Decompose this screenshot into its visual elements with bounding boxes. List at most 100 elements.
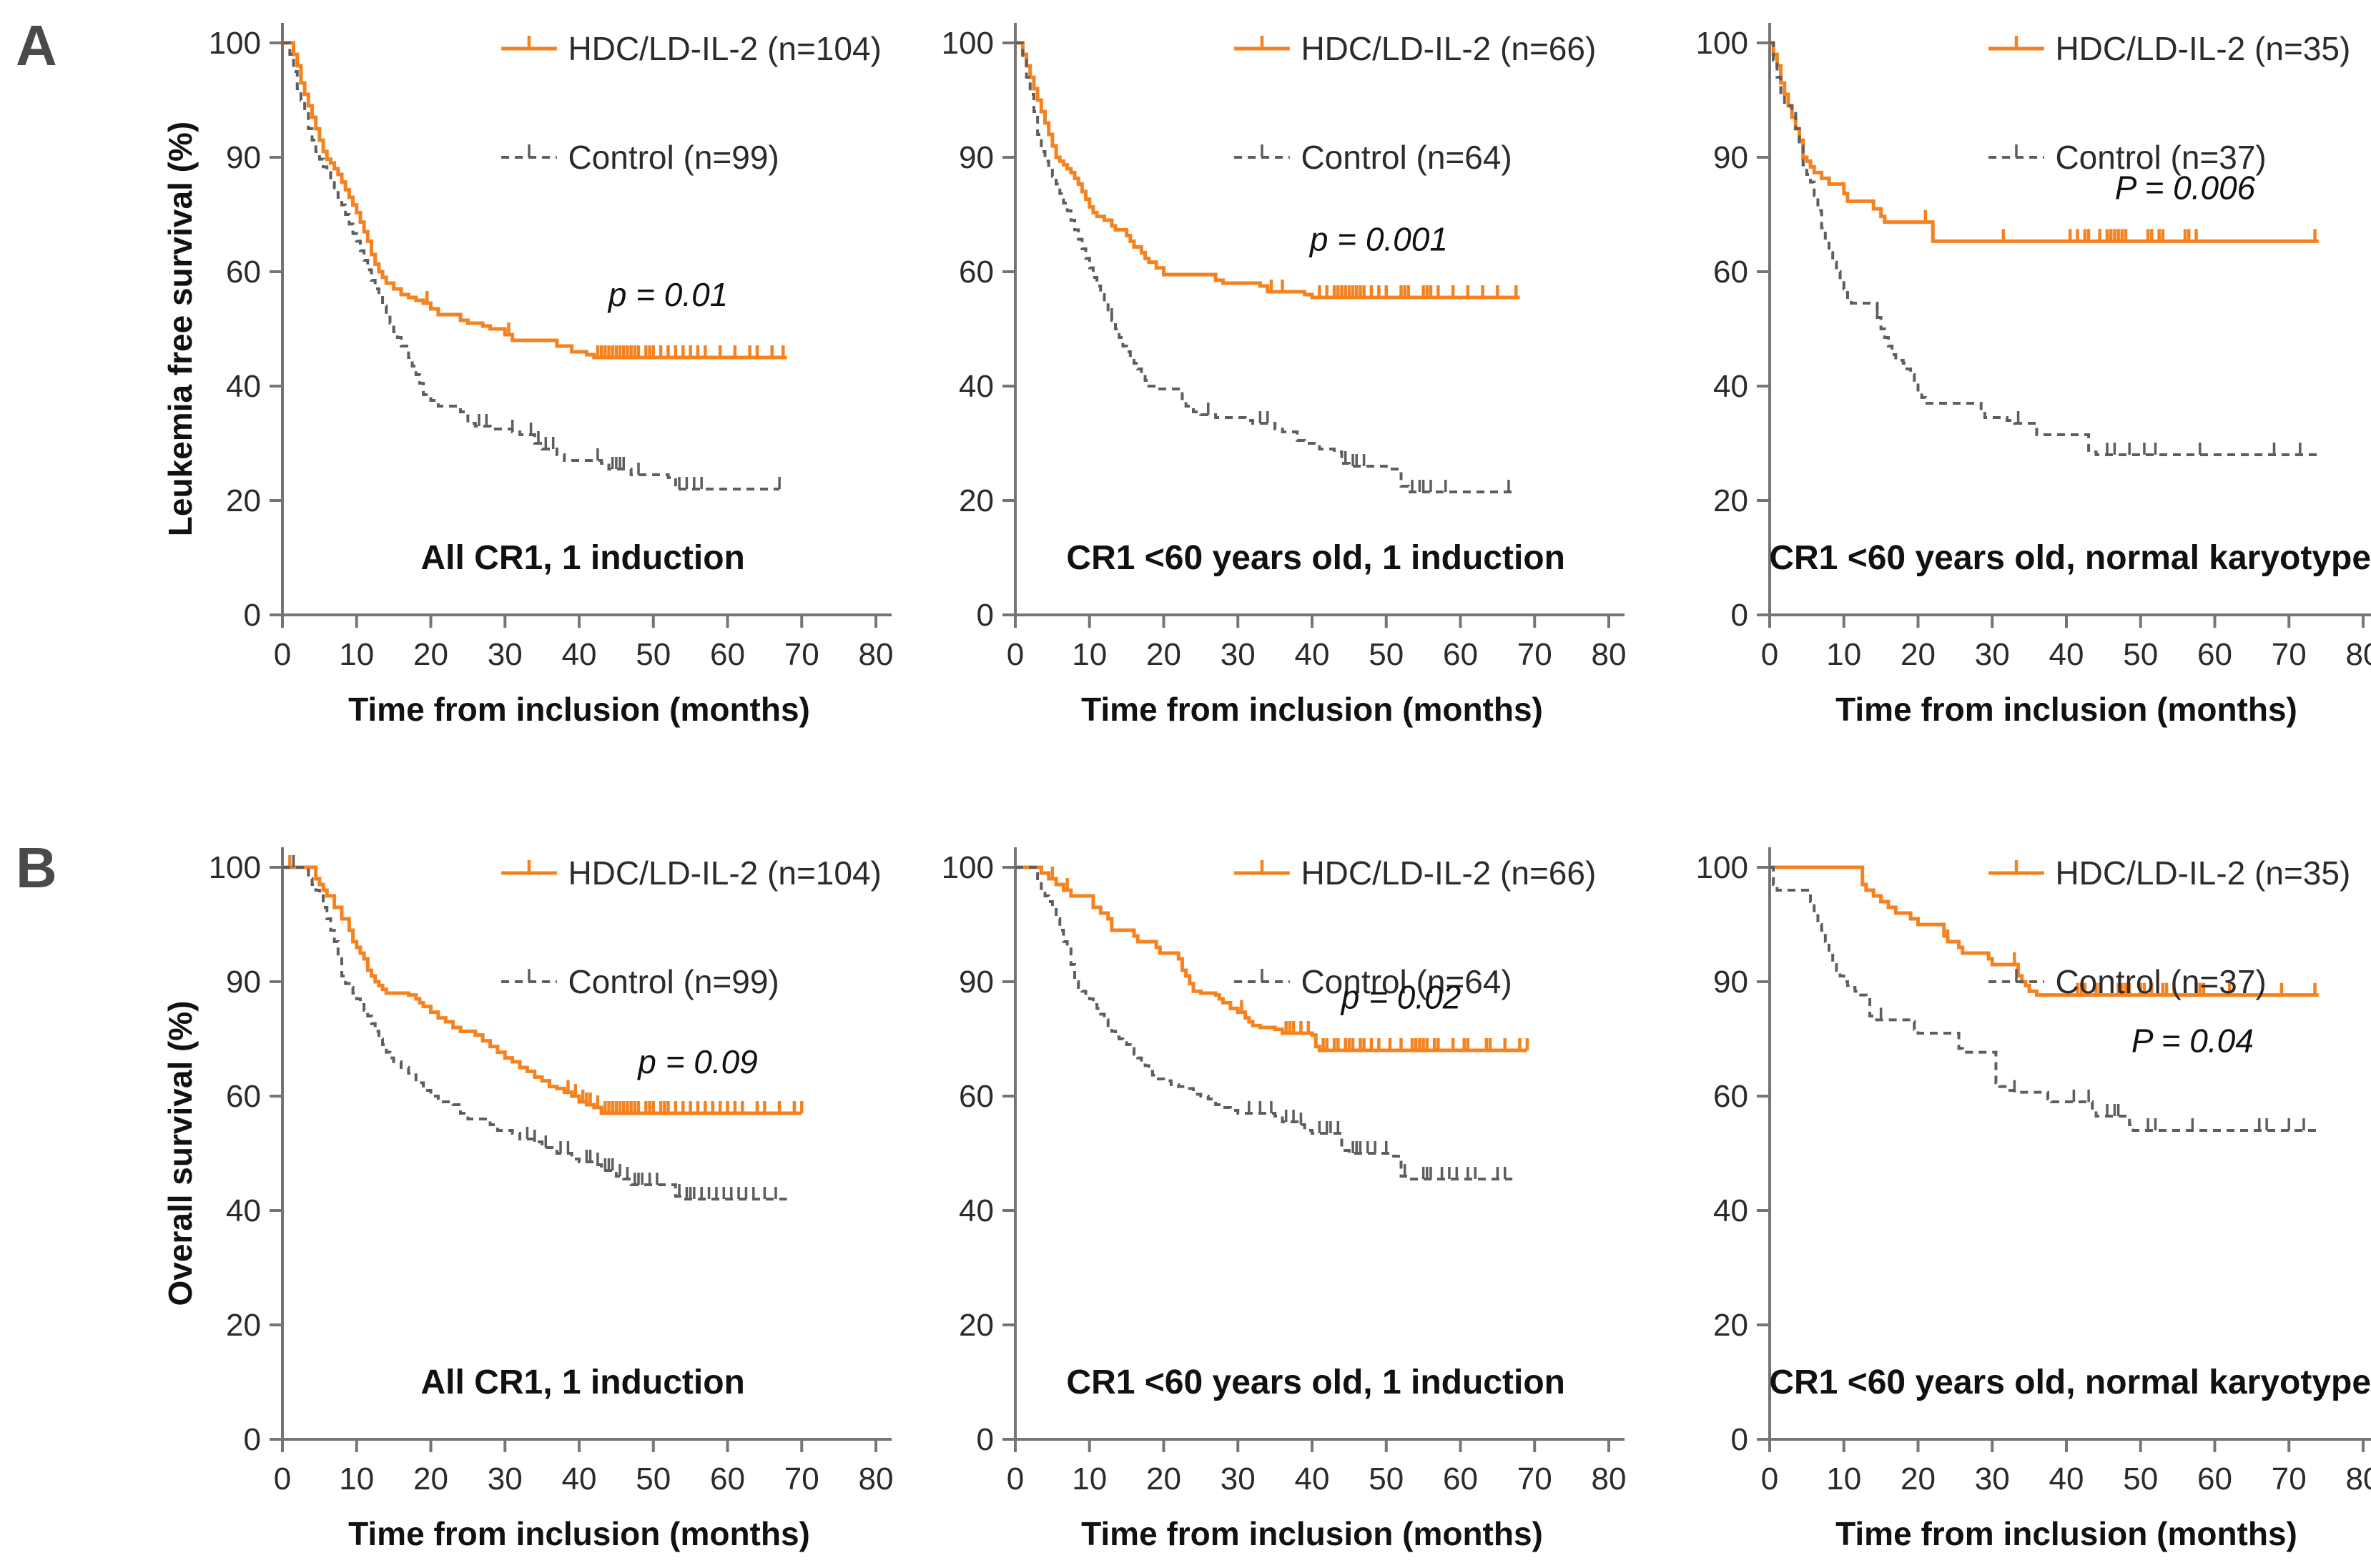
y-tick-label: 100	[209, 850, 261, 885]
x-tick-label: 60	[2197, 1461, 2232, 1496]
x-tick-label: 20	[1901, 1461, 1936, 1496]
x-tick-label: 0	[1761, 637, 1778, 672]
x-tick-label: 10	[339, 1461, 374, 1496]
p-value-label: p = 0.01	[607, 276, 729, 313]
y-tick-label: 20	[226, 483, 261, 518]
x-tick-label: 0	[1007, 1461, 1024, 1496]
x-tick-label: 60	[710, 637, 745, 672]
y-tick-label: 100	[1696, 850, 1748, 885]
panel-letter-A: A	[16, 14, 57, 77]
subgroup-caption: CR1 <60 years old, 1 induction	[1066, 539, 1565, 577]
x-tick-label: 70	[784, 1461, 819, 1496]
y-tick-label: 0	[1731, 1422, 1748, 1457]
subgroup-caption: All CR1, 1 induction	[421, 539, 745, 577]
x-axis-title: Time from inclusion (months)	[1081, 691, 1543, 728]
censor-ticks-treatment	[425, 291, 785, 358]
y-tick-label: 90	[226, 140, 261, 175]
y-tick-label: 40	[1713, 369, 1748, 404]
y-tick-label: 100	[942, 850, 994, 885]
survival-curve-control	[1770, 866, 2319, 1132]
x-tick-label: 30	[1221, 1461, 1256, 1496]
x-axis-title: Time from inclusion (months)	[1835, 1515, 2297, 1552]
censor-ticks-control	[1248, 1101, 1507, 1179]
x-tick-label: 40	[2049, 637, 2084, 672]
y-tick-label: 90	[226, 965, 261, 1000]
x-tick-label: 80	[1592, 637, 1627, 672]
subgroup-caption: All CR1, 1 induction	[421, 1364, 745, 1401]
censor-ticks-treatment	[1923, 209, 2317, 242]
x-tick-label: 40	[1295, 1461, 1330, 1496]
x-tick-label: 50	[2123, 637, 2158, 672]
y-tick-label: 60	[959, 255, 994, 290]
x-tick-label: 20	[1901, 637, 1936, 672]
x-tick-label: 70	[2272, 1461, 2307, 1496]
x-tick-label: 80	[1592, 1461, 1627, 1496]
x-tick-label: 40	[2049, 1461, 2084, 1496]
x-tick-label: 80	[2346, 1461, 2371, 1496]
x-tick-label: 70	[784, 637, 819, 672]
x-tick-label: 30	[488, 637, 523, 672]
y-tick-label: 60	[226, 255, 261, 290]
censor-ticks-treatment	[1269, 280, 1518, 297]
x-tick-label: 60	[710, 1461, 745, 1496]
legend-label-control: Control (n=99)	[568, 139, 779, 176]
x-tick-label: 60	[1443, 637, 1478, 672]
x-tick-label: 30	[1221, 637, 1256, 672]
survival-curve-control	[282, 41, 780, 490]
censor-ticks-treatment	[1946, 930, 2317, 995]
censor-ticks-control	[1879, 1007, 2305, 1130]
x-tick-label: 50	[1369, 637, 1404, 672]
y-tick-label: 90	[959, 140, 994, 175]
p-value-label: p = 0.09	[636, 1043, 758, 1080]
y-tick-label: 40	[959, 369, 994, 404]
p-value-label: p = 0.02	[1340, 978, 1461, 1015]
y-tick-label: 40	[959, 1193, 994, 1228]
censor-ticks-treatment	[288, 855, 804, 1113]
subgroup-caption: CR1 <60 years old, 1 induction	[1066, 1364, 1565, 1401]
y-tick-label: 60	[1713, 255, 1748, 290]
x-tick-label: 80	[859, 637, 894, 672]
x-tick-label: 80	[859, 1461, 894, 1496]
x-axis-title: Time from inclusion (months)	[348, 691, 810, 728]
survival-curve-treatment	[1770, 41, 2319, 243]
x-axis-title: Time from inclusion (months)	[348, 1515, 810, 1552]
x-tick-label: 40	[562, 637, 597, 672]
x-tick-label: 20	[1146, 637, 1181, 672]
censor-ticks-control	[1875, 305, 2302, 455]
km-panel-b3-overall-survival-normal-karyotype: 0 20 40 60 90 100 0 10 20 30 40 50 60 70 80 Time from i…	[1696, 847, 2371, 1552]
y-tick-label: 0	[977, 1422, 994, 1457]
km-panel-a1-leukemia-free-survival-all-cr1: 0 20 40 60 90 100 0 10 20 30 40 50 60 70 80 Time from i…	[162, 23, 894, 728]
censor-ticks-control	[1110, 308, 1510, 492]
legend-label-control: Control (n=99)	[568, 963, 779, 1000]
x-axis-title: Time from inclusion (months)	[1835, 691, 2297, 728]
legend-label-treatment: HDC/LD-IL-2 (n=35)	[2055, 854, 2350, 892]
y-axis-title: Overall survival (%)	[162, 1001, 199, 1306]
legend-label-control: Control (n=64)	[1301, 139, 1512, 176]
y-tick-label: 90	[1713, 965, 1748, 1000]
p-value-label: P = 0.006	[2115, 169, 2256, 207]
x-tick-label: 20	[1146, 1461, 1181, 1496]
x-tick-label: 30	[488, 1461, 523, 1496]
legend-label-control: Control (n=64)	[1301, 963, 1512, 1000]
y-tick-label: 90	[1713, 140, 1748, 175]
x-tick-label: 0	[1007, 637, 1024, 672]
survival-curve-control	[1770, 41, 2319, 456]
x-tick-label: 10	[1826, 637, 1861, 672]
x-tick-label: 60	[1443, 1461, 1478, 1496]
x-tick-label: 10	[1826, 1461, 1861, 1496]
x-tick-label: 40	[1295, 637, 1330, 672]
x-tick-label: 0	[274, 1461, 291, 1496]
p-value-label: p = 0.001	[1308, 221, 1448, 258]
censor-ticks-control	[478, 414, 781, 489]
subgroup-caption: CR1 <60 years old, normal karyotype	[1769, 1364, 2371, 1401]
legend-label-treatment: HDC/LD-IL-2 (n=66)	[1301, 854, 1596, 892]
x-tick-label: 10	[339, 637, 374, 672]
survival-curve-control	[1015, 866, 1513, 1180]
y-tick-label: 100	[1696, 26, 1748, 61]
x-tick-label: 70	[2272, 637, 2307, 672]
y-tick-label: 60	[959, 1079, 994, 1114]
y-tick-label: 0	[244, 1422, 261, 1457]
km-panel-a2-leukemia-free-survival-cr1-under60: 0 20 40 60 90 100 0 10 20 30 40 50 60 70 80 Time from i…	[942, 23, 1627, 728]
legend-label-treatment: HDC/LD-IL-2 (n=104)	[568, 854, 881, 892]
x-tick-label: 50	[636, 1461, 671, 1496]
